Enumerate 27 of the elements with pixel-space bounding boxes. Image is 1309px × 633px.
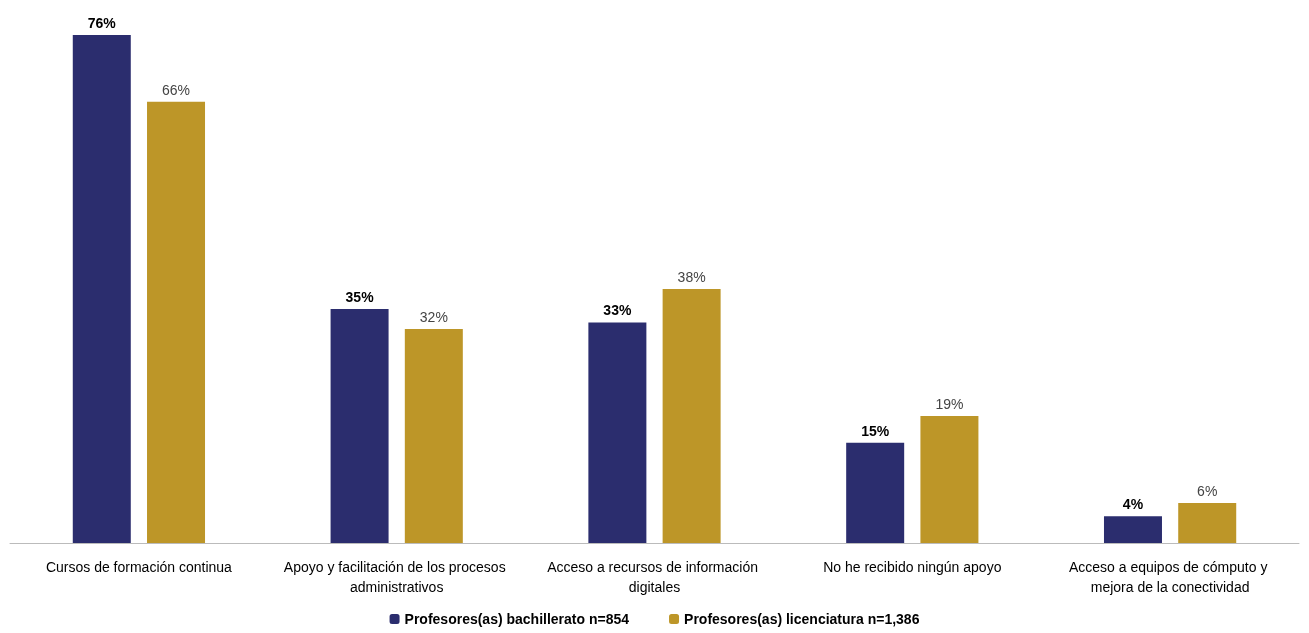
bar	[1178, 502, 1237, 543]
data-label: 19%	[935, 396, 964, 412]
bar	[72, 35, 131, 543]
data-label: 15%	[861, 422, 890, 439]
legend-label: Profesores(as) licenciatura n=1,386	[684, 611, 920, 627]
bar	[1103, 516, 1162, 543]
legend-label: Profesores(as) bachillerato n=854	[404, 611, 630, 627]
bar	[846, 442, 905, 543]
bar	[662, 289, 721, 543]
data-label: 66%	[162, 81, 191, 98]
x-tick-label: Cursos de formación continua	[45, 559, 233, 575]
bar	[920, 416, 979, 543]
data-label: 33%	[603, 302, 632, 319]
data-label: 76%	[87, 15, 117, 31]
data-label: 32%	[419, 309, 448, 326]
x-tick-label: No he recibido ningún apoyo	[823, 559, 1002, 575]
x-tick-label: Acceso a equipos de cómputo y mejora de la conectividad	[1068, 559, 1272, 595]
data-label: 6%	[1197, 482, 1218, 499]
x-tick-label: Apoyo y facilitación de los procesos administrativos	[283, 559, 510, 595]
data-label: 35%	[345, 289, 375, 306]
bar	[330, 309, 389, 543]
x-tick-label: Acceso a recursos de información digitales	[547, 559, 762, 595]
bar	[147, 101, 206, 543]
data-label: 4%	[1122, 496, 1144, 513]
bar	[404, 329, 463, 543]
data-label: 38%	[677, 269, 706, 285]
bar	[588, 322, 647, 543]
